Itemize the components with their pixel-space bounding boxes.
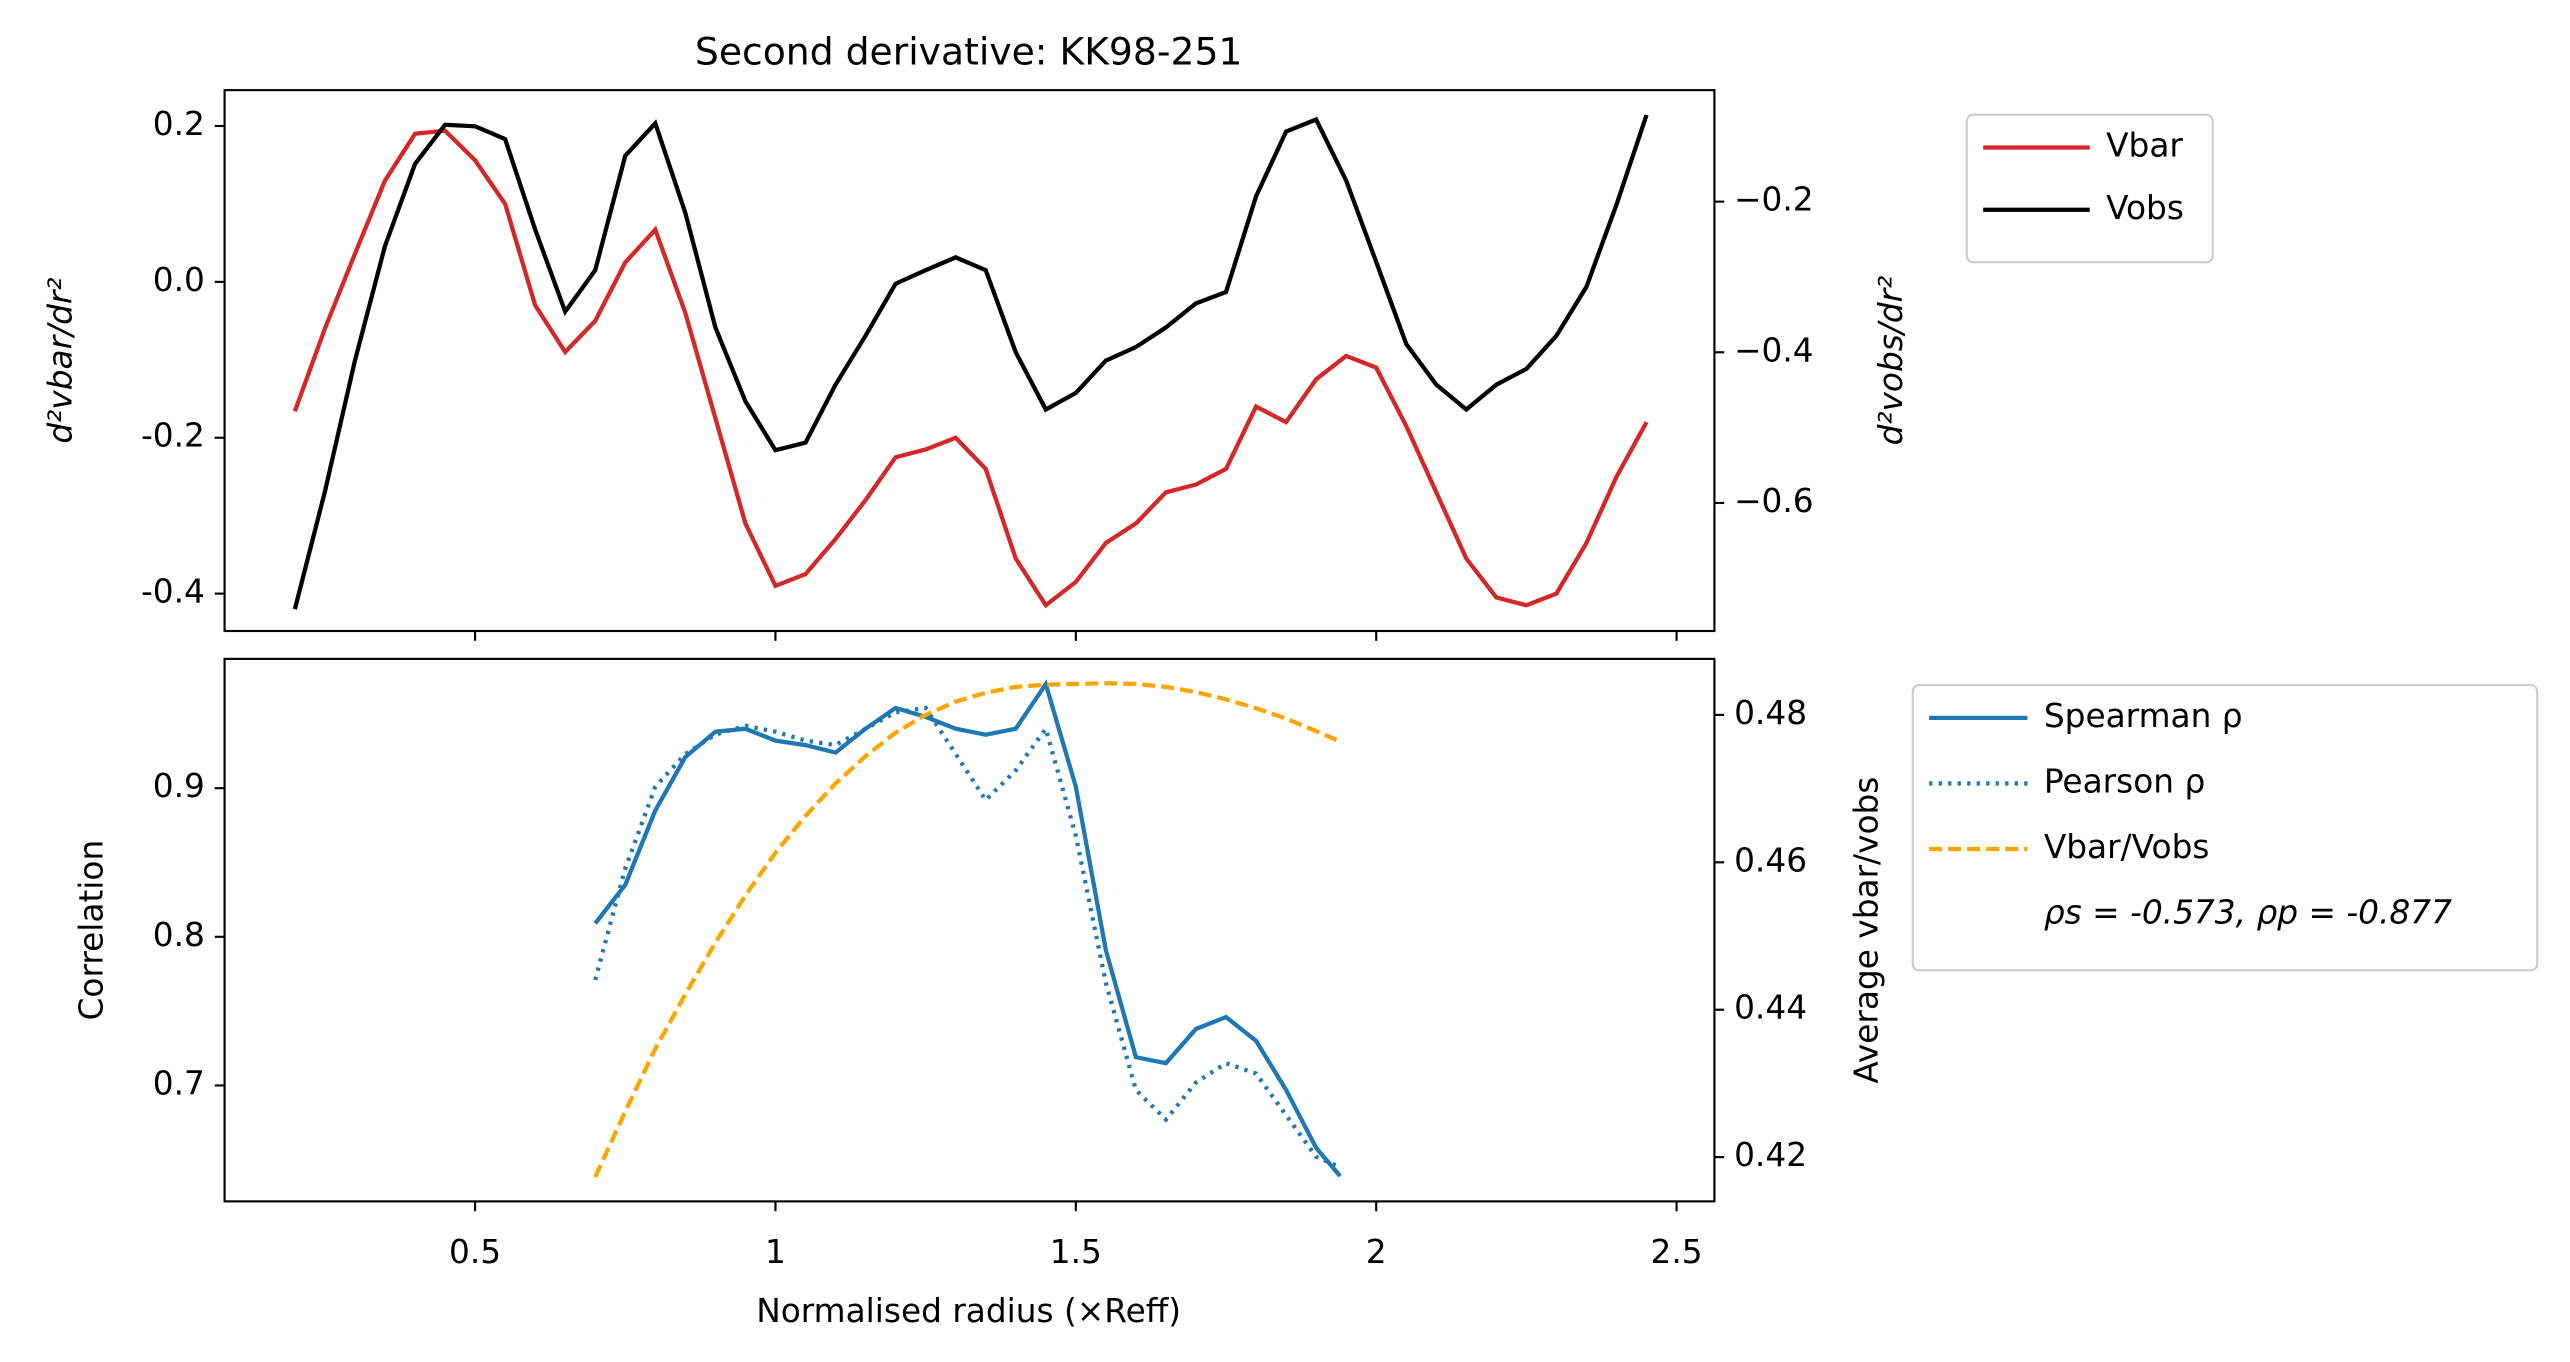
y2-tick-label: 0.44 [1734,989,1807,1027]
series-line [292,114,1649,610]
y-axis-label: d²vbar/dr² [41,278,79,444]
y2-tick-label: −0.4 [1734,331,1814,369]
x-tick-label: 2 [1366,1233,1387,1271]
y-tick-label: -0.2 [141,417,205,455]
series-line [593,681,1341,1178]
plot-frame [223,89,1716,633]
y-tick-label: 0.2 [153,105,205,143]
x-tick-label: 0.5 [449,1233,501,1271]
legend-label: Pearson ρ [2044,762,2205,800]
series-line [593,705,1341,1170]
y-tick-label: 0.8 [153,916,205,954]
y2-tick-label: −0.2 [1734,181,1814,219]
y-tick-label: 0.0 [153,261,205,299]
legend-note: ρs = -0.573, ρp = -0.877 [2044,894,2452,932]
x-axis-label: Normalised radius (×Reff) [756,1292,1181,1330]
y2-axis-label: d²vobs/dr² [1872,276,1910,446]
chart-title: Second derivative: KK98-251 [695,30,1242,74]
y-axis-label: Correlation [72,840,110,1021]
plot-frame [223,657,1716,1203]
y-tick-label: 0.9 [153,767,205,805]
legend-box [1965,113,2214,264]
legend-label: Vobs [2106,189,2184,227]
legend-label: Vbar [2106,127,2183,165]
y2-axis-label: Average vbar/vobs [1847,777,1885,1084]
series-line [593,679,1342,1178]
x-tick-label: 1 [765,1233,786,1271]
legend-label: Vbar/Vobs [2044,828,2210,866]
y2-tick-label: −0.6 [1734,482,1814,520]
legend-label: Spearman ρ [2044,697,2243,735]
y2-tick-label: 0.48 [1734,694,1807,732]
y2-tick-label: 0.46 [1734,841,1807,879]
x-tick-label: 2.5 [1651,1233,1703,1271]
x-tick-label: 1.5 [1050,1233,1102,1271]
series-line [292,128,1649,609]
y2-tick-label: 0.42 [1734,1136,1807,1174]
legend-box [1911,684,2539,972]
y-tick-label: -0.4 [141,573,205,611]
y-tick-label: 0.7 [153,1064,205,1102]
